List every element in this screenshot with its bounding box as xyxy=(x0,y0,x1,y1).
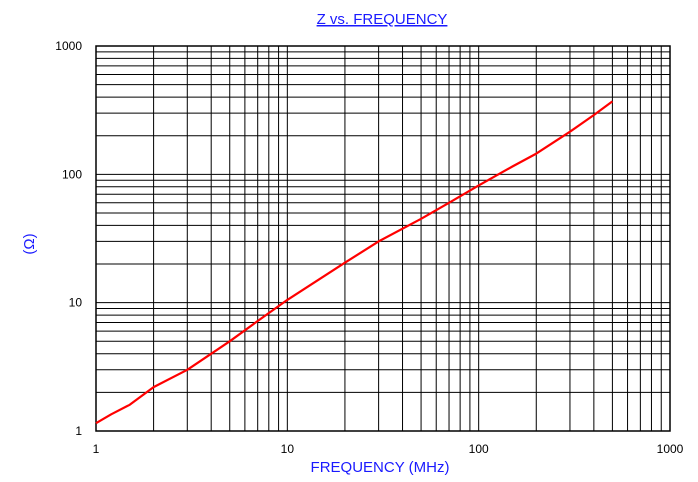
x-axis-label: FREQUENCY (MHz) xyxy=(311,459,450,476)
x-tick-label: 10 xyxy=(281,442,295,456)
plot-frame xyxy=(95,45,671,432)
impedance-series-line xyxy=(95,100,614,425)
series-group xyxy=(95,100,614,425)
chart-title: Z vs. FREQUENCY xyxy=(317,11,448,28)
y-tick-label: 100 xyxy=(62,167,82,181)
y-tick-label: 1000 xyxy=(55,39,82,53)
y-tick-label: 1 xyxy=(75,424,82,438)
y-tick-label: 10 xyxy=(69,296,83,310)
y-axis-label: (Ω) xyxy=(21,233,38,254)
x-tick-label: 1 xyxy=(93,442,100,456)
x-tick-label: 1000 xyxy=(657,442,684,456)
grid xyxy=(95,45,671,432)
tick-labels: 1 10 100 1000 1 10 100 1000 xyxy=(55,39,683,456)
x-tick-label: 100 xyxy=(469,442,489,456)
